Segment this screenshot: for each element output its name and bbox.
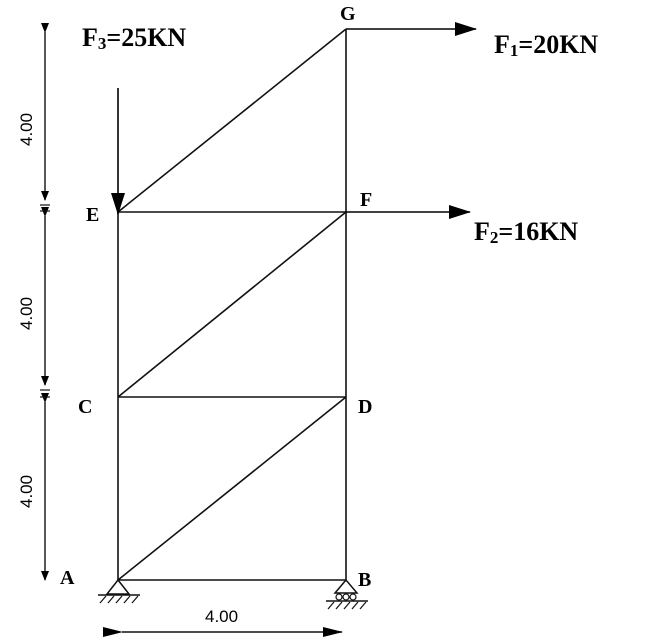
node-label-A: A (60, 567, 75, 589)
node-label-F: F (360, 189, 372, 211)
pin-support-A (98, 578, 140, 604)
member-AD (117, 396, 347, 581)
node-label-B: B (358, 569, 371, 591)
dimension-label-vertical-bottom: 4.00 (17, 475, 36, 508)
node-label-C: C (78, 396, 92, 418)
member-EG (117, 28, 347, 213)
force-label-f1: F1=20KN (494, 30, 598, 60)
dimension-label-horizontal: 4.00 (205, 607, 238, 626)
node-label-E: E (86, 204, 99, 226)
force-label-f2: F2=16KN (474, 217, 578, 247)
vertical-dimension (40, 23, 50, 581)
member-CF (117, 211, 347, 398)
dimension-label-vertical-middle: 4.00 (17, 297, 36, 330)
node-label-D: D (358, 396, 372, 418)
roller-support-B (326, 578, 368, 610)
dimension-label-vertical-top: 4.00 (17, 113, 36, 146)
force-label-f3: F3=25KN (82, 23, 186, 53)
node-label-G: G (340, 3, 356, 25)
